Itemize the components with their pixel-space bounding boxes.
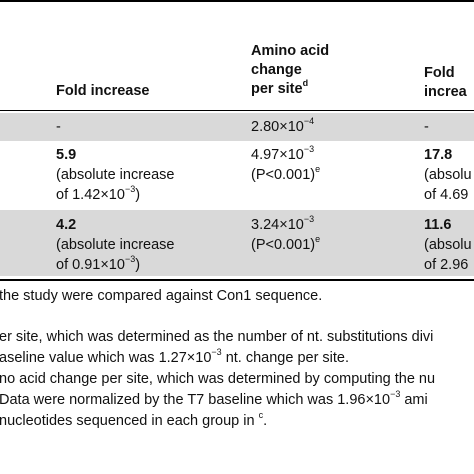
header-fold-increase: Fold increase [56,83,150,99]
header-per-site: per site [251,81,303,97]
row3-col2: 3.24×10−3 [251,214,315,235]
table-top-rule [0,0,474,2]
row2-col2: 4.97×10−3 [251,144,315,165]
row3-col1-line2: (absolute increase [56,237,175,253]
row3-col1-value: 4.2 [56,217,77,233]
row1-col1: - [56,119,61,135]
footnote-marker-c: c [258,410,264,421]
row3-col3-line3: of 2.96 [424,257,469,273]
footnote-line-5-suffix: ami [400,392,428,408]
row3-col2-pvalue-text: (P<0.001) [251,237,316,253]
footnote-marker-d: d [302,78,309,89]
row2-col1-line3-prefix: of 1.42×10 [56,187,125,203]
row2-col3-value: 17.8 [424,147,453,163]
row3-col2-base: 3.24×10 [251,217,304,233]
footnote-line-2: er site, which was determined as the num… [0,329,434,345]
row2-col2-pvalue: (P<0.001)e [251,164,321,185]
row2-col1-line3-suffix: ) [135,187,141,203]
row3-col1-line3: of 0.91×10−3) [56,254,141,275]
footnote-line-5-prefix: Data were normalized by the T7 baseline … [0,392,391,408]
header-amino-acid-line1: Amino acid [251,43,330,59]
row1-col2-base: 2.80×10 [251,119,304,135]
footnote-line-5-exp: −3 [390,389,401,400]
row2-col1-line3: of 1.42×10−3) [56,184,141,205]
footnote-line-5: Data were normalized by the T7 baseline … [0,389,428,410]
row2-col1-line2: (absolute increase [56,167,175,183]
header-fold-col3-line2: increa [424,84,467,100]
row3-col1-line3-suffix: ) [135,257,141,273]
row1-col3: - [424,119,429,135]
row3-col2-exp: −3 [303,214,315,225]
row2-col2-base: 4.97×10 [251,147,304,163]
header-rule [0,110,474,111]
footnote-line-3-suffix: nt. change per site. [221,350,350,366]
footnote-marker-e: e [315,234,321,245]
header-amino-acid-line2: change [251,62,302,78]
row3-col2-pvalue: (P<0.001)e [251,234,321,255]
footnote-line-3: aseline value which was 1.27×10−3 nt. ch… [0,347,350,368]
header-amino-acid-line3: per sited [251,78,309,99]
footnote-line-3-exp: −3 [211,347,222,358]
row3-col3-line2: (absolu [424,237,472,253]
row3-col3-value: 11.6 [424,217,452,233]
footnote-line-3-prefix: aseline value which was 1.27×10 [0,350,212,366]
row2-col3-line3: of 4.69 [424,187,469,203]
row3-col1-line3-exp: −3 [124,254,136,265]
table-row-3-shade [0,210,474,276]
footnote-line-6-prefix: nucleotides sequenced in each group in [0,413,259,429]
row2-col2-exp: −3 [303,144,315,155]
row2-col1-value: 5.9 [56,147,77,163]
header-fold-col3-line1: Fold [424,65,455,81]
footnote-line-6: nucleotides sequenced in each group in c… [0,410,268,431]
table-bottom-rule [0,279,474,281]
row2-col2-pvalue-text: (P<0.001) [251,167,316,183]
footnote-line-6-suffix: . [263,413,268,429]
footnote-line-4: no acid change per site, which was deter… [0,371,436,387]
row2-col3-line2: (absolu [424,167,472,183]
footnote-line-1: the study were compared against Con1 seq… [0,288,323,304]
row3-col1-line3-prefix: of 0.91×10 [56,257,125,273]
table-row-1-shade [0,113,474,141]
footnote-marker-e: e [315,164,321,175]
row1-col2: 2.80×10−4 [251,116,315,137]
row2-col1-line3-exp: −3 [124,184,136,195]
row1-col2-exp: −4 [303,116,315,127]
